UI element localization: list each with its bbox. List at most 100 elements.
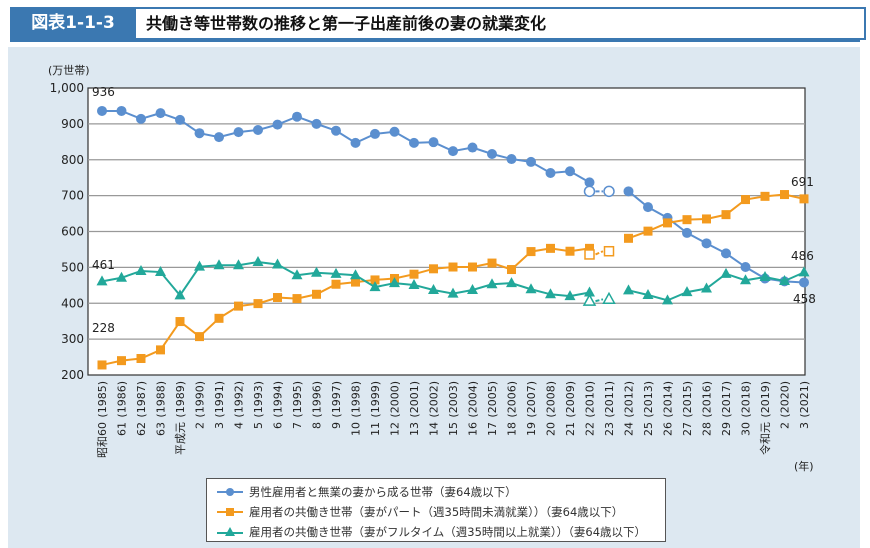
legend-label: 雇用者の共働き世帯（妻がパート（週35時間未満就業））（妻64歳以下） bbox=[249, 505, 624, 519]
data-point-triangle bbox=[252, 255, 264, 266]
x-tick-era: 20 bbox=[545, 422, 558, 436]
x-tick-year: (2009) bbox=[564, 381, 577, 418]
data-label: 691 bbox=[791, 175, 814, 189]
data-point-circle bbox=[506, 154, 517, 165]
data-point-triangle bbox=[779, 275, 790, 286]
data-point-square bbox=[253, 299, 263, 309]
x-tick-year: (1988) bbox=[155, 381, 168, 418]
x-tick-era: 29 bbox=[720, 422, 733, 436]
data-point-triangle bbox=[701, 282, 712, 293]
data-point-circle bbox=[253, 124, 263, 135]
data-point-square bbox=[97, 360, 107, 370]
x-tick-year: (2011) bbox=[603, 381, 616, 418]
data-point-triangle bbox=[740, 274, 751, 285]
y-tick-label: 800 bbox=[61, 153, 84, 167]
data-point-triangle bbox=[272, 258, 283, 269]
data-point-square bbox=[624, 233, 633, 243]
data-point-square bbox=[780, 190, 789, 200]
data-point-square bbox=[214, 313, 224, 323]
data-point-circle bbox=[350, 137, 361, 148]
square-marker-icon bbox=[217, 508, 243, 516]
x-tick-year: (2021) bbox=[798, 381, 811, 418]
x-tick-year: (2014) bbox=[662, 381, 675, 418]
data-point-triangle bbox=[389, 277, 400, 288]
x-tick-era: 62 bbox=[135, 422, 148, 436]
x-tick-year: (2016) bbox=[701, 381, 714, 418]
x-tick-year: (2004) bbox=[467, 381, 480, 418]
x-tick-era: 8 bbox=[311, 422, 324, 429]
data-point-circle bbox=[487, 149, 497, 160]
data-point-square bbox=[429, 264, 438, 274]
data-point-triangle bbox=[564, 290, 576, 301]
x-tick-era: 9 bbox=[330, 422, 343, 429]
data-point-square bbox=[487, 258, 497, 268]
x-tick-year: (2015) bbox=[681, 381, 694, 418]
x-tick-era: 30 bbox=[740, 422, 753, 436]
data-point-triangle bbox=[311, 266, 322, 277]
data-point-circle bbox=[272, 119, 283, 130]
x-tick-era: 11 bbox=[369, 422, 382, 436]
x-tick-era: 15 bbox=[447, 422, 460, 436]
data-label: 461 bbox=[92, 258, 115, 272]
data-point-circle bbox=[370, 128, 380, 139]
x-tick-year: (1994) bbox=[272, 381, 285, 418]
x-tick-year: (2002) bbox=[428, 381, 441, 418]
data-label: 228 bbox=[92, 321, 115, 335]
x-tick-era: 14 bbox=[428, 422, 441, 436]
data-point-triangle bbox=[602, 291, 616, 305]
data-point-circle bbox=[565, 166, 575, 177]
data-point-square bbox=[585, 243, 594, 253]
x-tick-era: 26 bbox=[662, 422, 675, 436]
data-point-triangle bbox=[584, 286, 595, 297]
y-tick-label: 900 bbox=[61, 117, 84, 131]
x-tick-era: 平成元 bbox=[174, 422, 187, 455]
data-point-circle bbox=[97, 105, 107, 116]
data-point-circle bbox=[721, 248, 731, 259]
data-point-triangle bbox=[720, 267, 732, 278]
legend-item-full-time: 雇用者の共働き世帯（妻がフルタイム（週35時間以上就業））（妻64歳以下） bbox=[217, 523, 665, 541]
excluding-dashed-line bbox=[595, 298, 604, 303]
data-point-square bbox=[468, 262, 477, 272]
x-tick-era: 23 bbox=[603, 422, 616, 436]
data-point-triangle bbox=[369, 281, 381, 292]
legend-label: 雇用者の共働き世帯（妻がフルタイム（週35時間以上就業））（妻64歳以下） bbox=[249, 525, 647, 539]
x-tick-year: (2005) bbox=[486, 381, 499, 418]
data-point-circle bbox=[194, 128, 205, 139]
x-tick-year: (1987) bbox=[135, 381, 148, 418]
x-tick-era: 21 bbox=[564, 422, 577, 436]
data-point-triangle bbox=[291, 269, 303, 280]
x-tick-year: (2019) bbox=[759, 381, 772, 418]
x-tick-year: (1990) bbox=[194, 381, 207, 418]
data-point-circle bbox=[584, 177, 595, 188]
x-tick-era: 19 bbox=[525, 422, 538, 436]
data-point-triangle bbox=[662, 294, 673, 305]
x-tick-era: 4 bbox=[233, 422, 246, 429]
x-tick-year: (1985) bbox=[96, 381, 109, 418]
x-tick-era: 2 bbox=[779, 422, 792, 429]
data-point-triangle bbox=[330, 267, 342, 278]
data-point-circle bbox=[155, 108, 166, 119]
x-tick-year: (2007) bbox=[525, 381, 538, 418]
x-tick-year: (2003) bbox=[447, 381, 460, 418]
circle-marker-icon bbox=[217, 488, 243, 496]
x-tick-year: (2020) bbox=[779, 381, 792, 418]
data-point-triangle bbox=[447, 287, 459, 298]
header-divider bbox=[10, 39, 860, 42]
data-point-circle bbox=[603, 185, 615, 198]
data-point-triangle bbox=[525, 283, 537, 294]
series-line bbox=[628, 193, 805, 240]
x-tick-era: 18 bbox=[506, 422, 519, 436]
triangle-marker-icon bbox=[217, 527, 243, 536]
x-tick-year: (2018) bbox=[740, 381, 753, 418]
data-point-triangle bbox=[96, 275, 108, 286]
data-point-triangle bbox=[467, 283, 478, 294]
data-point-square bbox=[565, 246, 575, 256]
data-point-circle bbox=[526, 156, 536, 167]
x-tick-year: (1995) bbox=[291, 381, 304, 418]
x-axis-unit: (年) bbox=[794, 459, 814, 473]
x-tick-era: 3 bbox=[213, 422, 226, 429]
x-tick-era: 12 bbox=[389, 422, 402, 436]
x-tick-year: (2010) bbox=[584, 381, 597, 418]
data-point-circle bbox=[428, 137, 439, 148]
